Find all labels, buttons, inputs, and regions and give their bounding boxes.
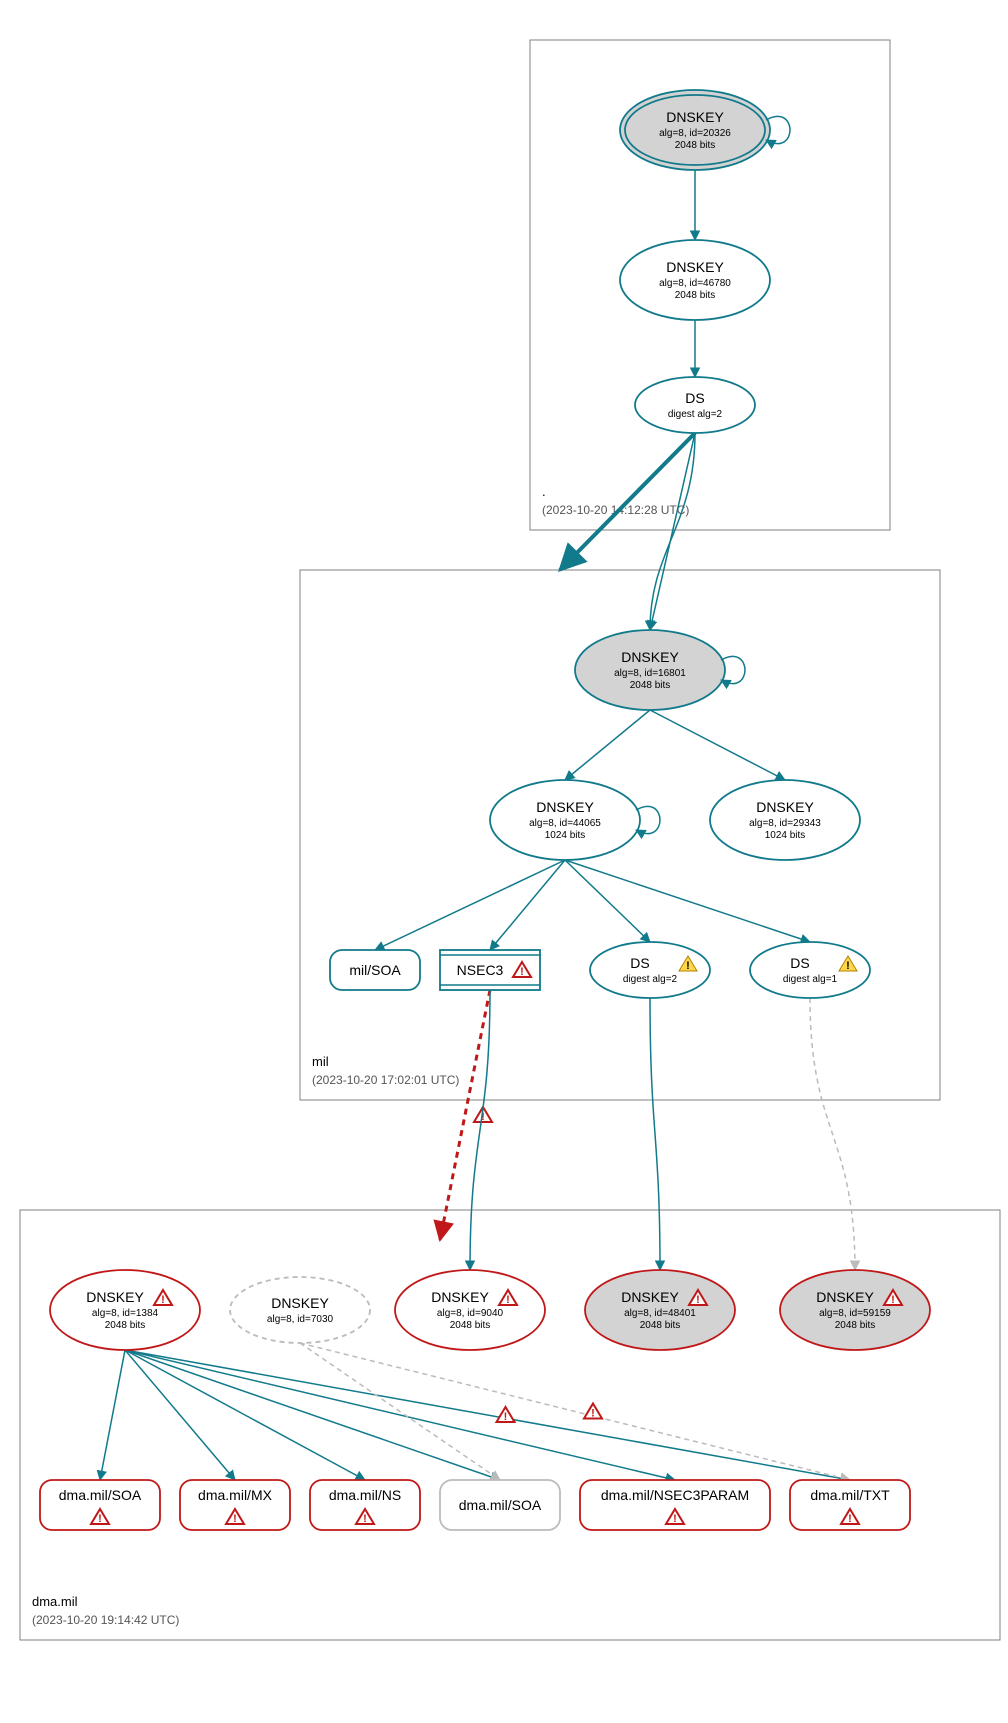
svg-text:!: ! [520, 966, 524, 978]
node-mil_zsk2: DNSKEY alg=8, id=293431024 bits [710, 780, 860, 860]
svg-text:alg=8, id=1384: alg=8, id=1384 [92, 1308, 159, 1319]
svg-text:!: ! [891, 1294, 895, 1306]
edge [650, 433, 695, 630]
svg-text:!: ! [846, 960, 850, 972]
node-dma_k1: DNSKEY alg=8, id=13842048 bits [50, 1270, 200, 1350]
svg-text:DS: DS [630, 955, 649, 971]
node-mil_zsk1: DNSKEY alg=8, id=440651024 bits [490, 780, 660, 860]
svg-text:DNSKEY: DNSKEY [621, 1289, 679, 1305]
svg-text:2048 bits: 2048 bits [675, 290, 716, 301]
edge [565, 860, 650, 942]
svg-text:DNSKEY: DNSKEY [666, 259, 724, 275]
svg-text:!: ! [363, 1513, 367, 1525]
svg-text:DNSKEY: DNSKEY [431, 1289, 489, 1305]
zone-label-root: . [542, 484, 546, 499]
svg-text:2048 bits: 2048 bits [630, 680, 671, 691]
svg-text:!: ! [233, 1513, 237, 1525]
svg-text:NSEC3: NSEC3 [457, 962, 504, 978]
svg-text:DNSKEY: DNSKEY [86, 1289, 144, 1305]
svg-text:alg=8, id=7030: alg=8, id=7030 [267, 1314, 334, 1325]
svg-text:digest alg=2: digest alg=2 [623, 974, 678, 985]
svg-text:!: ! [673, 1513, 677, 1525]
edge [490, 860, 565, 950]
svg-text:!: ! [161, 1294, 165, 1306]
svg-text:digest alg=2: digest alg=2 [668, 409, 723, 420]
node-mil_soa: mil/SOA [330, 950, 420, 990]
svg-text:dma.mil/NSEC3PARAM: dma.mil/NSEC3PARAM [601, 1487, 749, 1503]
zone-label-dma.mil: dma.mil [32, 1594, 78, 1609]
svg-text:DNSKEY: DNSKEY [271, 1295, 329, 1311]
edge [560, 433, 695, 570]
svg-text:!: ! [696, 1294, 700, 1306]
edge [125, 1350, 365, 1480]
svg-text:dma.mil/SOA: dma.mil/SOA [459, 1497, 542, 1513]
node-root_ksk: DNSKEY alg=8, id=203262048 bits [620, 90, 790, 170]
svg-text:!: ! [506, 1294, 510, 1306]
edge [565, 860, 810, 942]
svg-text:alg=8, id=16801: alg=8, id=16801 [614, 668, 686, 679]
edge [650, 998, 660, 1270]
dnssec-diagram: .(2023-10-20 14:12:28 UTC)mil(2023-10-20… [10, 10, 1008, 1713]
edge [375, 860, 565, 950]
svg-text:digest alg=1: digest alg=1 [783, 974, 838, 985]
node-dma_k4: DNSKEY alg=8, id=484012048 bits [585, 1270, 735, 1350]
node-root_ds: DS digest alg=2 [635, 377, 755, 433]
edge [125, 1350, 500, 1480]
node-dma_k5: DNSKEY alg=8, id=591592048 bits [780, 1270, 930, 1350]
svg-text:alg=8, id=46780: alg=8, id=46780 [659, 278, 731, 289]
svg-text:DNSKEY: DNSKEY [816, 1289, 874, 1305]
svg-text:alg=8, id=48401: alg=8, id=48401 [624, 1308, 696, 1319]
svg-text:alg=8, id=29343: alg=8, id=29343 [749, 818, 821, 829]
edge [100, 1350, 125, 1480]
svg-text:DS: DS [790, 955, 809, 971]
edge [650, 710, 785, 780]
node-dma_k2: DNSKEY alg=8, id=7030 [230, 1277, 370, 1343]
svg-text:!: ! [98, 1513, 102, 1525]
svg-text:dma.mil/SOA: dma.mil/SOA [59, 1487, 142, 1503]
svg-text:2048 bits: 2048 bits [105, 1320, 146, 1331]
svg-text:1024 bits: 1024 bits [765, 830, 806, 841]
svg-text:dma.mil/MX: dma.mil/MX [198, 1487, 273, 1503]
svg-text:DNSKEY: DNSKEY [756, 799, 814, 815]
node-root_zsk: DNSKEY alg=8, id=467802048 bits [620, 240, 770, 320]
svg-text:DS: DS [685, 390, 704, 406]
edge [565, 710, 650, 780]
edge [470, 990, 490, 1270]
svg-text:mil/SOA: mil/SOA [349, 962, 401, 978]
node-dma_k3: DNSKEY alg=8, id=90402048 bits [395, 1270, 545, 1350]
edge [125, 1350, 850, 1480]
svg-text:2048 bits: 2048 bits [675, 140, 716, 151]
svg-text:DNSKEY: DNSKEY [536, 799, 594, 815]
svg-text:DNSKEY: DNSKEY [666, 109, 724, 125]
zone-timestamp-dma.mil: (2023-10-20 19:14:42 UTC) [32, 1613, 179, 1627]
svg-text:DNSKEY: DNSKEY [621, 649, 679, 665]
svg-text:!: ! [504, 1411, 508, 1423]
svg-text:dma.mil/TXT: dma.mil/TXT [810, 1487, 890, 1503]
svg-text:2048 bits: 2048 bits [835, 1320, 876, 1331]
svg-text:2048 bits: 2048 bits [640, 1320, 681, 1331]
svg-text:dma.mil/NS: dma.mil/NS [329, 1487, 401, 1503]
svg-text:alg=8, id=9040: alg=8, id=9040 [437, 1308, 504, 1319]
node-mil_ksk: DNSKEY alg=8, id=168012048 bits [575, 630, 745, 710]
svg-text:!: ! [591, 1408, 595, 1420]
zone-label-mil: mil [312, 1054, 329, 1069]
svg-text:alg=8, id=44065: alg=8, id=44065 [529, 818, 601, 829]
node-dma_soa2: dma.mil/SOA [440, 1480, 560, 1530]
svg-text:!: ! [686, 960, 690, 972]
svg-text:2048 bits: 2048 bits [450, 1320, 491, 1331]
zone-timestamp-mil: (2023-10-20 17:02:01 UTC) [312, 1073, 459, 1087]
svg-text:alg=8, id=20326: alg=8, id=20326 [659, 128, 731, 139]
svg-text:1024 bits: 1024 bits [545, 830, 586, 841]
svg-text:alg=8, id=59159: alg=8, id=59159 [819, 1308, 891, 1319]
edge [810, 998, 855, 1270]
svg-text:!: ! [848, 1513, 852, 1525]
